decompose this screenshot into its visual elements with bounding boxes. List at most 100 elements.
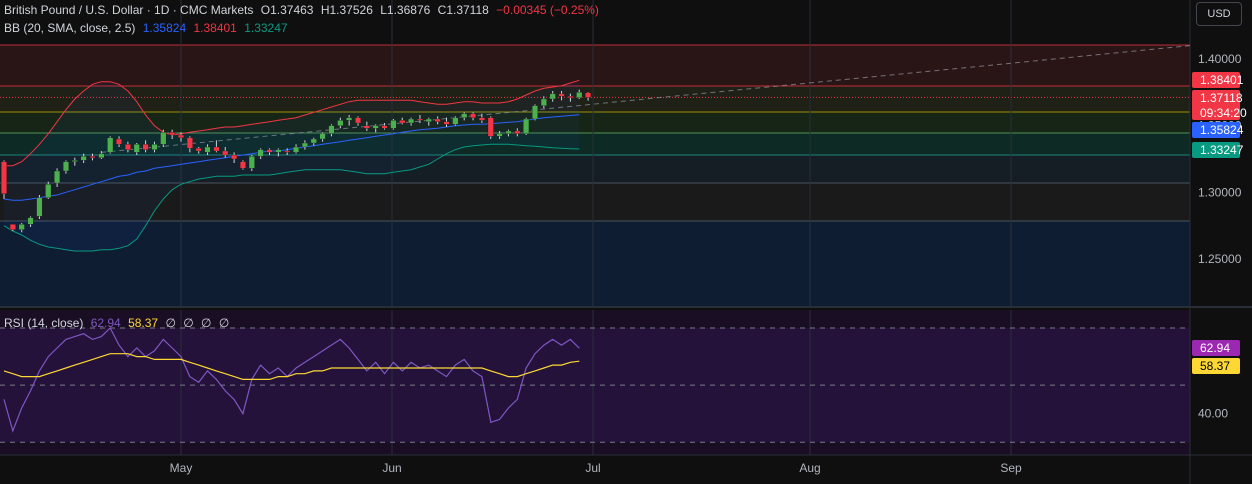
bb-upper-badge-bg — [1192, 72, 1240, 88]
bb-lower-line — [3, 143, 580, 252]
candle-body — [443, 121, 450, 125]
candle-body — [284, 150, 291, 153]
candle — [390, 118, 397, 130]
candle-body — [425, 118, 432, 122]
candle-body — [337, 120, 344, 126]
candle-body — [514, 130, 521, 134]
candle — [355, 116, 361, 126]
candle — [195, 146, 202, 154]
candle — [231, 152, 238, 163]
close-label: C — [437, 3, 447, 17]
candle — [478, 113, 485, 123]
bb-lower-badge-bg — [1192, 142, 1240, 158]
bb-upper-badge-text: 1.38401 — [1200, 73, 1244, 87]
last-price-badge-text: 1.37118 — [1200, 91, 1243, 105]
candle-body — [178, 134, 184, 138]
candle — [381, 122, 388, 130]
time-tick-label: May — [170, 461, 193, 475]
candle-body — [186, 137, 193, 149]
candle — [337, 117, 344, 129]
bb-basis-badge-text: 1.35824 — [1200, 123, 1244, 137]
candle — [461, 112, 468, 121]
candle-body — [204, 146, 211, 153]
rsi-extra-3: ∅ — [201, 316, 212, 330]
candle-body — [257, 149, 264, 157]
candle-body — [63, 161, 69, 172]
candle-body — [416, 118, 423, 121]
candle — [107, 136, 114, 154]
candle — [45, 181, 52, 199]
candle-body — [540, 98, 547, 106]
candle — [346, 114, 353, 126]
candle — [523, 117, 530, 135]
bb-fill — [4, 80, 580, 251]
rsi-ma-badge-text: 58.37 — [1200, 359, 1230, 373]
candle — [36, 194, 43, 219]
time-tick-label: Jun — [382, 461, 401, 475]
bb-basis-value: 1.35824 — [142, 21, 187, 35]
candle-body — [231, 154, 238, 160]
bb-legend: BB (20, SMA, close, 2.5) 1.35824 1.38401… — [4, 21, 292, 35]
candle-body — [266, 149, 273, 153]
candle — [80, 153, 87, 163]
candle — [558, 90, 565, 101]
rsi-extra-2: ∅ — [183, 316, 194, 330]
candle-body — [124, 144, 131, 150]
candle — [204, 144, 211, 155]
high-value: 1.37526 — [329, 3, 373, 17]
rsi-line — [3, 327, 580, 433]
candle — [408, 117, 415, 126]
price-tick-label: 1.25000 — [1198, 252, 1242, 266]
rsi-badge-bg — [1192, 340, 1240, 356]
candle-body — [355, 117, 361, 124]
candle-body — [576, 92, 583, 98]
candle-body — [27, 217, 34, 225]
candle-body — [98, 153, 105, 158]
candle-body — [18, 224, 25, 230]
candle — [496, 130, 503, 139]
currency-button[interactable]: USD — [1196, 2, 1242, 26]
bg-zone — [0, 221, 1190, 306]
candle — [532, 104, 538, 121]
rsi-extra-4: ∅ — [218, 316, 230, 330]
candle-body — [9, 224, 16, 230]
rsi-tick-label: 40.00 — [1198, 407, 1228, 421]
symbol-title[interactable]: British Pound / U.S. Dollar · 1D · CMC M… — [4, 3, 254, 17]
candle — [319, 132, 326, 142]
candle-body — [116, 138, 122, 145]
candle — [222, 146, 229, 158]
bg-zone — [0, 86, 1190, 112]
candle-body — [408, 118, 415, 124]
candle — [116, 136, 122, 147]
candle-body — [567, 96, 574, 98]
candle-body — [107, 137, 114, 153]
bb-label[interactable]: BB (20, SMA, close, 2.5) — [4, 21, 136, 35]
candle-body — [160, 132, 167, 145]
rsi-label[interactable]: RSI (14, close) — [4, 316, 84, 330]
candle-body — [45, 184, 52, 198]
candle — [54, 168, 61, 187]
candle — [18, 222, 25, 233]
candle — [443, 117, 450, 127]
candle — [487, 116, 494, 139]
candle-body — [310, 138, 317, 144]
candle-body — [470, 113, 476, 118]
candle-body — [36, 197, 43, 217]
candle — [301, 140, 308, 150]
candle-body — [558, 93, 565, 97]
candle — [63, 160, 69, 174]
bg-zone — [0, 155, 1190, 183]
candle — [425, 117, 432, 126]
time-tick-label: Sep — [1000, 461, 1022, 475]
change-value: −0.00345 (−0.25%) — [496, 3, 599, 17]
candle-body — [142, 144, 149, 150]
candle-body — [213, 146, 220, 152]
candle-body — [363, 125, 370, 129]
rsi-legend: RSI (14, close) 62.94 58.37 ∅ ∅ ∅ ∅ — [4, 316, 233, 330]
candle — [133, 142, 140, 155]
candle — [248, 154, 255, 171]
rsi-badge: 62.94 — [1192, 340, 1240, 356]
candle-body — [523, 118, 530, 134]
